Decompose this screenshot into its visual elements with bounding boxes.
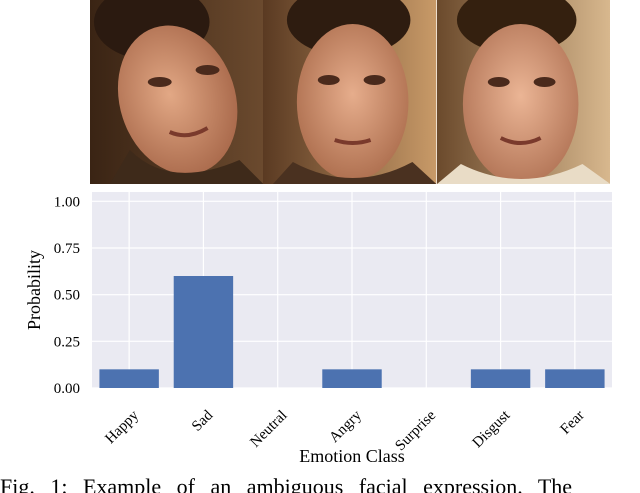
x-tick-label-disgust: Disgust xyxy=(470,407,514,451)
face-photo-2 xyxy=(263,0,437,184)
y-tick-label: 0.00 xyxy=(54,381,80,397)
bar-happy xyxy=(99,369,159,388)
bar-disgust xyxy=(470,369,531,388)
y-tick-label: 0.75 xyxy=(54,241,80,257)
x-tick-label-sad: Sad xyxy=(189,407,217,435)
y-tick-label: 0.25 xyxy=(54,334,80,350)
x-tick-label-fear: Fear xyxy=(558,408,588,438)
emotion-probability-bar-chart: 0.00 0.25 0.50 0.75 1.00 Happy Sad Neutral Angry… xyxy=(24,192,612,466)
bar-angry xyxy=(322,369,382,388)
bar-sad xyxy=(173,276,234,388)
bar-fear xyxy=(545,369,605,388)
y-tick-label: 1.00 xyxy=(54,194,80,210)
y-axis-label: Probability xyxy=(24,250,44,330)
face-image-strip xyxy=(90,0,610,184)
x-tick-label-happy: Happy xyxy=(102,407,142,447)
x-axis-label: Emotion Class xyxy=(299,446,405,466)
face-photo-3 xyxy=(436,0,610,184)
figure-caption: Fig. 1: Example of an ambiguous facial e… xyxy=(0,476,573,493)
face-photo-1 xyxy=(90,0,264,184)
y-tick-label: 0.50 xyxy=(54,288,80,304)
x-tick-label-neutral: Neutral xyxy=(247,408,290,451)
x-tick-label-angry: Angry xyxy=(326,407,365,446)
